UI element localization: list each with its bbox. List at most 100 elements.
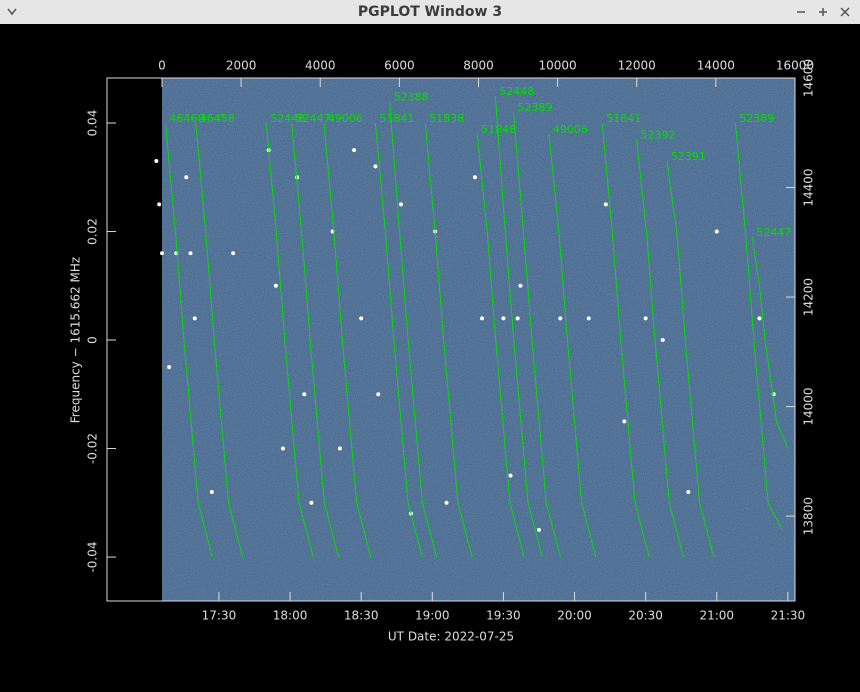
- x-tick-label: 21:30: [771, 609, 806, 623]
- y-tick-label: -0.04: [86, 542, 100, 573]
- track-label: 52447: [296, 112, 331, 125]
- x-tick-label: 19:00: [415, 609, 450, 623]
- track-label: 46458: [200, 112, 235, 125]
- track-line: [636, 139, 684, 558]
- data-point: [643, 316, 648, 321]
- x2-tick-label: 8000: [463, 59, 494, 73]
- track-line: [513, 112, 561, 558]
- data-point: [359, 316, 364, 321]
- data-point: [558, 316, 563, 321]
- x2-tick-label: 2000: [226, 59, 257, 73]
- track-label: 52392: [641, 128, 676, 141]
- x2-tick-label: 6000: [384, 59, 415, 73]
- track-line: [424, 122, 473, 558]
- data-point: [399, 202, 404, 207]
- maximize-button[interactable]: [819, 8, 827, 16]
- y2-tick-label: 14600: [802, 59, 816, 97]
- close-button[interactable]: [840, 7, 850, 17]
- data-point: [515, 316, 520, 321]
- y-tick-label: 0.02: [86, 218, 100, 245]
- track-label: 49006: [553, 123, 588, 136]
- data-point: [536, 527, 541, 532]
- track-line: [476, 133, 525, 558]
- x2-tick-label: 14000: [697, 59, 735, 73]
- track-label: 52388: [394, 90, 429, 103]
- data-point: [508, 473, 513, 478]
- track-line: [389, 101, 438, 558]
- data-point: [160, 251, 165, 256]
- track-line: [734, 122, 783, 531]
- data-point: [714, 229, 719, 234]
- y2-tick-label: 13800: [802, 497, 816, 535]
- track-line: [164, 122, 213, 558]
- data-point: [154, 159, 159, 164]
- track-label: 46460: [169, 112, 204, 125]
- track-line: [548, 133, 597, 558]
- x-tick-label: 19:30: [486, 609, 521, 623]
- x2-tick-label: 4000: [305, 59, 336, 73]
- data-point: [472, 175, 477, 180]
- data-point: [444, 500, 449, 505]
- track-label: 51841: [379, 112, 414, 125]
- data-point: [480, 316, 485, 321]
- x2-tick-label: 12000: [618, 59, 656, 73]
- track-label: 52448: [270, 112, 305, 125]
- track-line: [323, 122, 372, 558]
- image: [162, 78, 795, 601]
- data-point: [188, 251, 193, 256]
- data-point: [280, 446, 285, 451]
- track-line: [291, 122, 340, 558]
- data-point: [373, 164, 378, 169]
- data-point: [376, 392, 381, 397]
- data-point: [184, 175, 189, 180]
- track-line: [666, 160, 715, 558]
- data-point: [518, 283, 523, 288]
- track-line: [374, 122, 423, 558]
- data-point: [586, 316, 591, 321]
- y2-tick-label: 14200: [802, 278, 816, 316]
- data-point: [622, 419, 627, 424]
- data-point: [273, 283, 278, 288]
- track-line: [601, 122, 650, 558]
- x-tick-label: 20:30: [628, 609, 663, 623]
- x-tick-label: 17:30: [202, 609, 237, 623]
- y2-tick-label: 14000: [802, 387, 816, 425]
- data-point: [302, 392, 307, 397]
- plot-frame: [106, 77, 796, 602]
- track-line: [195, 122, 244, 558]
- x-tick-label: 18:00: [273, 609, 308, 623]
- data-point: [686, 489, 691, 494]
- x2-tick-label: 10000: [539, 59, 577, 73]
- track-label: 52447: [756, 226, 791, 239]
- data-point: [660, 338, 665, 343]
- track-label: 52391: [671, 150, 706, 163]
- menu-button[interactable]: [7, 8, 17, 16]
- track-label: 52448: [499, 85, 534, 98]
- y-axis-label: Frequency − 1615.662 MHz: [69, 257, 83, 423]
- track-label: 51841: [606, 112, 641, 125]
- y-tick-label: 0.04: [86, 110, 100, 137]
- title-bar: [0, 0, 860, 24]
- data-point: [167, 365, 172, 370]
- y-tick-label: 0: [86, 336, 100, 344]
- track-label: 49006: [328, 112, 363, 125]
- track-line: [751, 236, 789, 449]
- window-title: PGPLOT Window 3: [358, 4, 502, 20]
- x2-tick-label: 0: [158, 59, 166, 73]
- data-point: [501, 316, 506, 321]
- x-tick-label: 18:30: [344, 609, 379, 623]
- data-point: [231, 251, 236, 256]
- track-label: 52389: [518, 101, 553, 114]
- x-tick-label: 21:00: [699, 609, 734, 623]
- data-point: [309, 500, 314, 505]
- track-label: 51848: [481, 123, 516, 136]
- track-label: 52389: [739, 112, 774, 125]
- data-point: [209, 489, 214, 494]
- data-point: [337, 446, 342, 451]
- x2-tick-label: 16000: [776, 59, 814, 73]
- data-point: [757, 316, 762, 321]
- x-axis-label: UT Date: 2022-07-25: [388, 630, 514, 644]
- data-point: [352, 148, 357, 153]
